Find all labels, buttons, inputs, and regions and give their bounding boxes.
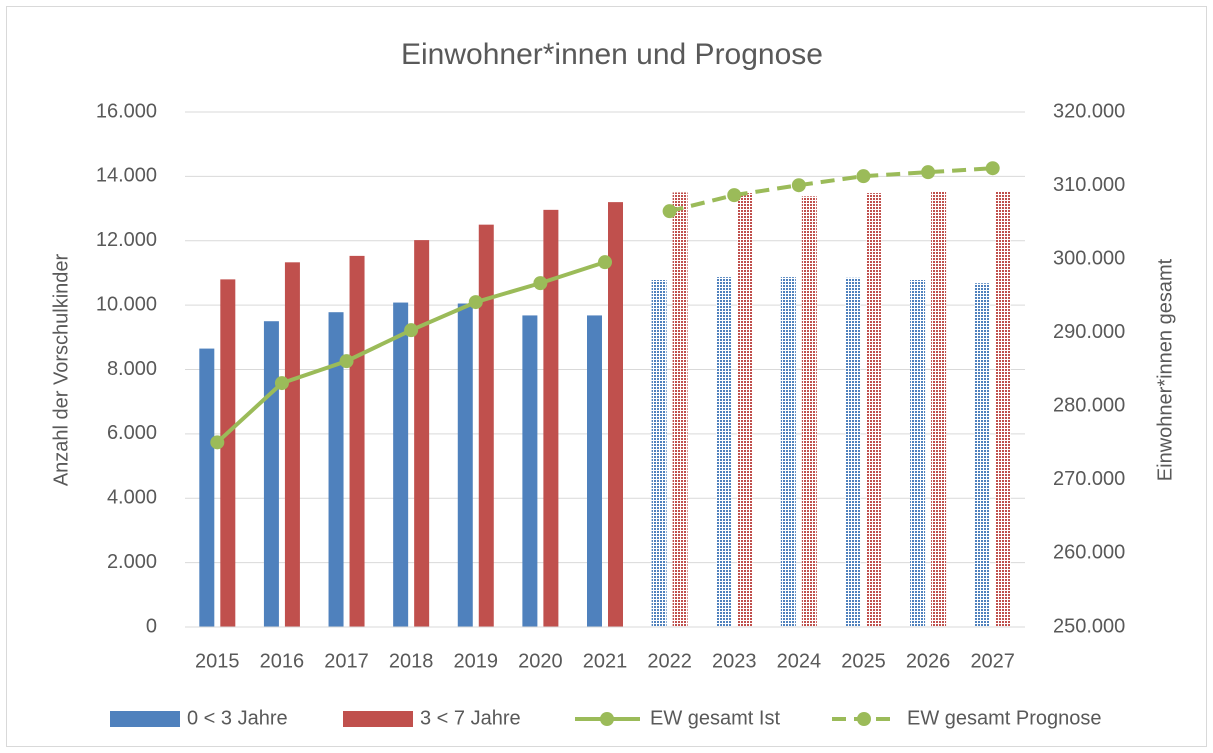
marker <box>921 165 936 180</box>
y2-tick-label: 300.000 <box>1053 247 1125 269</box>
x-tick-label: 2020 <box>518 650 563 672</box>
y-tick-label: 10.000 <box>96 293 157 315</box>
x-tick-label: 2022 <box>647 650 692 672</box>
bar <box>866 193 882 628</box>
bar <box>608 202 623 627</box>
bar <box>457 303 473 627</box>
y2-tick-label: 250.000 <box>1053 615 1125 637</box>
bar <box>974 283 990 627</box>
x-tick-label: 2021 <box>583 650 628 672</box>
bar <box>672 192 688 627</box>
marker <box>210 435 225 450</box>
bar <box>716 277 732 627</box>
bar <box>651 280 667 627</box>
legend-label: EW gesamt Prognose <box>907 707 1102 729</box>
bar <box>478 224 494 627</box>
bar <box>349 255 365 628</box>
marker <box>274 376 289 391</box>
marker <box>791 178 806 193</box>
y-tick-label: 16.000 <box>96 100 157 122</box>
legend-swatch <box>343 711 413 727</box>
legend-label: 0 < 3 Jahre <box>187 707 288 729</box>
x-tick-label: 2018 <box>389 650 434 672</box>
legend-label: 3 < 7 Jahre <box>420 707 521 729</box>
bar <box>414 240 430 627</box>
x-tick-label: 2015 <box>195 650 240 672</box>
marker <box>856 169 871 184</box>
bar <box>284 262 300 627</box>
y-tick-label: 6.000 <box>107 422 157 444</box>
x-tick-label: 2026 <box>906 650 951 672</box>
bar <box>995 191 1011 628</box>
y2-axis-title: Einwohner*innen gesamt <box>1154 258 1176 481</box>
y2-tick-label: 320.000 <box>1053 100 1125 122</box>
y2-tick-label: 270.000 <box>1053 468 1125 490</box>
bar <box>220 279 236 627</box>
y-tick-label: 0 <box>146 615 157 637</box>
marker <box>404 323 419 338</box>
x-tick-label: 2019 <box>454 650 499 672</box>
bar <box>737 193 753 628</box>
bar <box>393 302 409 627</box>
x-tick-label: 2017 <box>324 650 369 672</box>
chart-border <box>6 6 1207 747</box>
bar <box>910 280 926 627</box>
legend-marker <box>857 712 871 726</box>
bar <box>522 315 538 627</box>
y-tick-label: 14.000 <box>96 165 157 187</box>
marker <box>468 295 483 310</box>
marker <box>533 276 548 291</box>
legend-swatch <box>110 711 180 727</box>
y2-tick-label: 310.000 <box>1053 174 1125 196</box>
y2-tick-label: 280.000 <box>1053 395 1125 417</box>
x-tick-label: 2024 <box>777 650 822 672</box>
x-tick-label: 2023 <box>712 650 757 672</box>
x-tick-label: 2016 <box>260 650 305 672</box>
y-tick-label: 4.000 <box>107 487 157 509</box>
legend-label: EW gesamt Ist <box>650 707 780 729</box>
bar <box>199 348 215 627</box>
bar <box>845 277 861 627</box>
bar <box>543 209 559 627</box>
x-tick-label: 2025 <box>841 650 886 672</box>
bar <box>328 312 344 627</box>
y-tick-label: 8.000 <box>107 358 157 380</box>
y2-tick-label: 260.000 <box>1053 542 1125 564</box>
bar <box>931 191 947 628</box>
marker <box>727 188 742 203</box>
y2-tick-label: 290.000 <box>1053 321 1125 343</box>
x-tick-label: 2027 <box>970 650 1015 672</box>
line <box>669 166 993 214</box>
marker <box>985 161 1000 176</box>
y-axis-title: Anzahl der Vorschulkinder <box>50 253 72 486</box>
bar <box>801 196 817 628</box>
marker <box>662 204 677 219</box>
bar <box>587 315 602 627</box>
legend-marker <box>600 712 614 726</box>
bar <box>263 321 279 627</box>
bar <box>780 277 796 627</box>
marker <box>598 255 612 270</box>
y-tick-label: 12.000 <box>96 229 157 251</box>
y-tick-label: 2.000 <box>107 551 157 573</box>
chart-title: Einwohner*innen und Prognose <box>401 38 823 71</box>
marker <box>339 354 354 369</box>
